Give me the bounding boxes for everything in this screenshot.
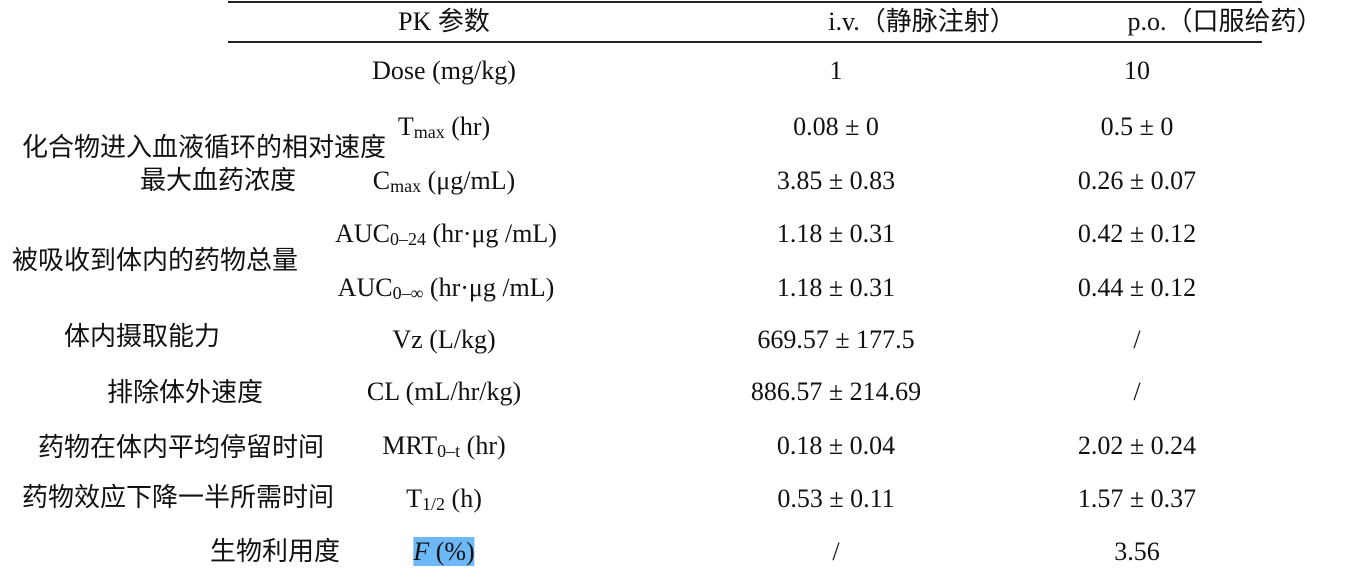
iv-value: / (832, 537, 840, 566)
header-cell: i.v.（静脉注射） (828, 7, 1016, 36)
row-note: 体内摄取能力 (63, 322, 221, 351)
param-cell: Tmax (hr) (398, 112, 490, 142)
iv-value: 1.18 ± 0.31 (776, 273, 896, 302)
row-note: 药物效应下降一半所需时间 (22, 483, 335, 512)
iv-value: 0.53 ± 0.11 (777, 484, 895, 513)
row-note: 排除体外速度 (106, 378, 264, 407)
param-unit: (%) (435, 537, 475, 566)
row-note: 生物利用度 (209, 537, 341, 566)
header-rule (228, 41, 1262, 43)
row-note: 最大血药浓度 (139, 166, 297, 195)
highlight: F (%) (413, 537, 475, 566)
param-subscript: 1/2 (422, 494, 446, 514)
param-cell: AUC0–24 (hr·μg /mL) (335, 219, 557, 249)
row-note: 化合物进入血液循环的相对速度 (22, 133, 387, 162)
param-cell: CL (mL/hr/kg) (367, 377, 521, 407)
param-unit: (h) (451, 484, 482, 513)
param-name: Dose (mg/kg) (372, 56, 516, 85)
param-cell: Vz (L/kg) (392, 325, 495, 355)
param-unit: (hr) (451, 112, 491, 141)
param-name: CL (mL/hr/kg) (366, 377, 522, 406)
param-name: AUC (335, 219, 390, 248)
po-value: 0.44 ± 0.12 (1077, 273, 1197, 302)
header-cell: p.o.（口服给药） (1127, 7, 1323, 36)
param-name: T (397, 112, 414, 141)
iv-value: 1 (829, 56, 843, 85)
iv-value: 669.57 ± 177.5 (757, 325, 915, 354)
po-value: 2.02 ± 0.24 (1077, 431, 1197, 460)
param-name: MRT (382, 431, 438, 460)
param-name: AUC (337, 273, 393, 302)
top-rule (228, 1, 1262, 3)
param-name: C (372, 166, 391, 195)
po-value: / (1133, 377, 1141, 406)
param-cell: AUC0–∞ (hr·μg /mL) (338, 273, 555, 303)
param-name: Vz (L/kg) (392, 325, 496, 354)
po-value: 0.26 ± 0.07 (1077, 166, 1197, 195)
param-subscript: max (390, 176, 422, 196)
iv-value: 886.57 ± 214.69 (750, 377, 922, 406)
po-value: 3.56 (1114, 537, 1160, 566)
iv-value: 3.85 ± 0.83 (776, 166, 896, 195)
param-cell: Dose (mg/kg) (372, 56, 516, 86)
param-unit: (hr·μg /mL) (429, 273, 555, 302)
po-value: / (1133, 325, 1141, 354)
param-cell: MRT0–t (hr) (382, 431, 505, 461)
po-value: 10 (1124, 56, 1150, 85)
po-value: 0.5 ± 0 (1100, 112, 1174, 141)
param-subscript: max (413, 122, 445, 142)
param-subscript: 0–24 (390, 229, 426, 249)
po-value: 1.57 ± 0.37 (1077, 484, 1197, 513)
param-unit: (μg/mL) (427, 166, 516, 195)
param-cell: Cmax (μg/mL) (373, 166, 515, 196)
iv-value: 1.18 ± 0.31 (776, 219, 896, 248)
param-unit: (hr·μg /mL) (432, 219, 557, 248)
param-unit: (hr) (466, 431, 506, 460)
param-name: F (413, 537, 430, 566)
param-cell: T1/2 (h) (406, 484, 482, 514)
iv-value: 0.08 ± 0 (793, 112, 879, 141)
row-note: 药物在体内平均停留时间 (38, 433, 325, 462)
param-cell: F (%) (413, 537, 475, 567)
header-cell: PK 参数 (398, 7, 490, 36)
param-name: T (406, 484, 423, 513)
param-subscript: 0–t (437, 441, 461, 461)
row-note: 被吸收到体内的药物总量 (12, 246, 299, 275)
po-value: 0.42 ± 0.12 (1077, 219, 1197, 248)
param-subscript: 0–∞ (392, 283, 424, 303)
iv-value: 0.18 ± 0.04 (776, 431, 896, 460)
